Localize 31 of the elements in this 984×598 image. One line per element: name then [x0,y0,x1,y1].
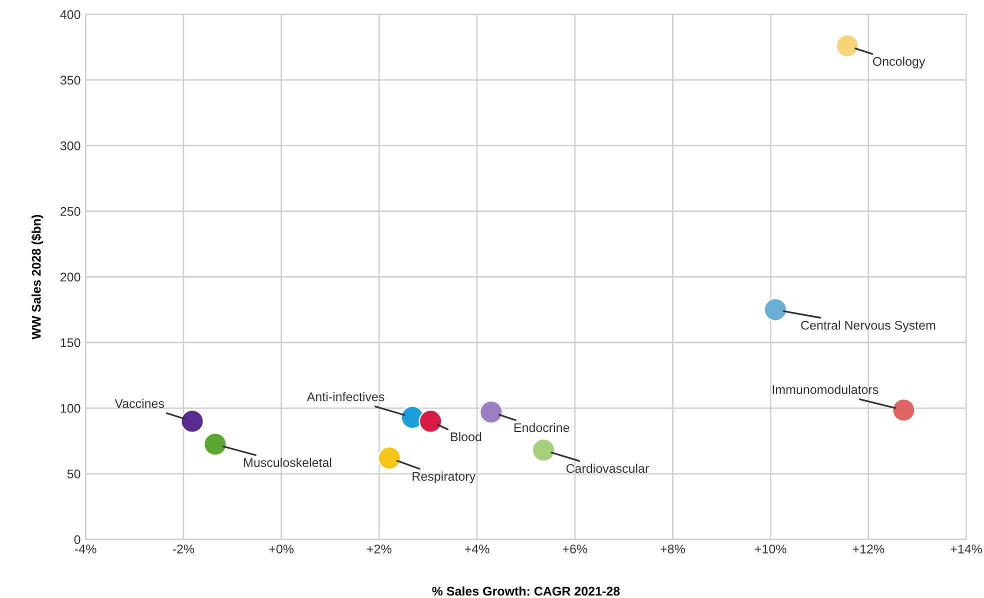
y-tick-label: 150 [60,338,80,348]
annotation: Blood [451,432,482,442]
x-tick-label: +2% [367,544,392,554]
y-axis-title: WW Sales 2028 ($bn) [31,214,44,340]
x-tick-label: +12% [852,544,884,554]
annotation: Oncology [872,56,926,68]
x-tick-label: +6% [562,544,588,554]
annotation: Immunomodulators [772,384,878,394]
annotation: Cardiovascular [566,464,649,473]
x-tick-label: -2% [172,544,194,554]
annotation: Anti-infectives [306,392,384,402]
x-tick-label: -4% [75,544,96,554]
x-tick-label: +14% [950,544,982,554]
x-tick-label: +10% [755,544,786,554]
x-tick-label: +4% [464,544,490,554]
y-tick-label: 50 [67,470,80,478]
x-axis-title: % Sales Growth: CAGR 2021-28 [432,586,620,596]
x-tick-label: +8% [660,544,685,554]
x-tick-label: +0% [269,544,294,554]
y-tick-label: 300 [60,141,80,150]
annotation: Respiratory [412,472,476,484]
y-tick-label: 250 [60,207,80,216]
annotation: Central Nervous System [801,320,936,332]
annotation: Endocrine [514,422,570,432]
annotation: Musculoskeletal [244,458,332,468]
y-tick-label: 400 [60,10,80,20]
y-tick-label: 0 [74,535,80,544]
y-tick-label: 100 [60,404,80,413]
annotation: Vaccines [114,398,164,408]
y-tick-label: 200 [60,272,80,282]
y-tick-label: 350 [60,76,80,85]
